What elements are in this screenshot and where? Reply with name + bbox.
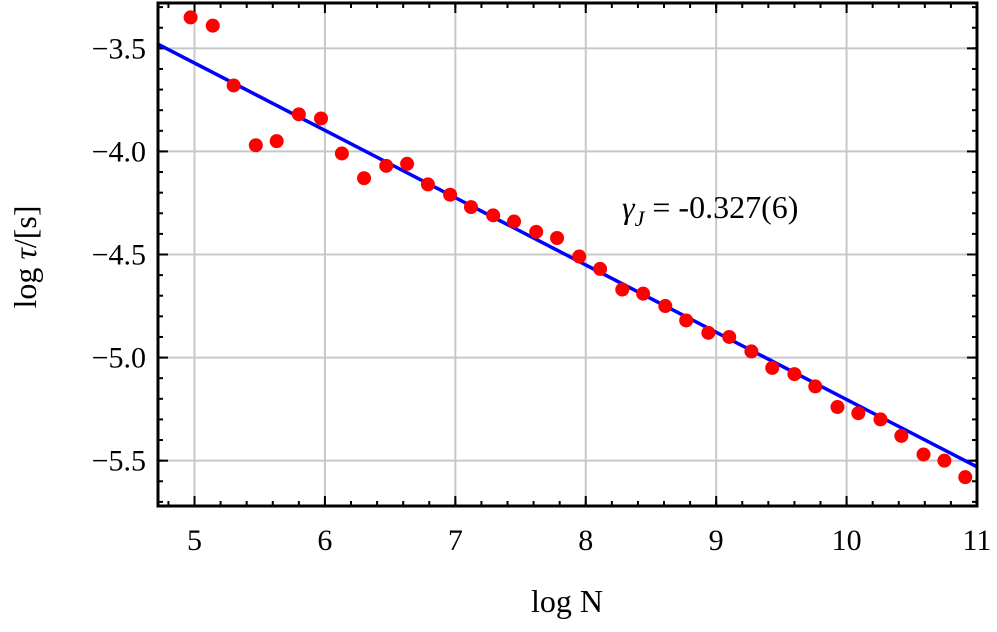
- data-point: [379, 158, 394, 173]
- data-point: [357, 171, 372, 186]
- data-point: [937, 453, 952, 468]
- data-point: [486, 208, 501, 223]
- data-point: [808, 379, 823, 394]
- data-point: [615, 282, 630, 297]
- data-point: [269, 134, 284, 149]
- y-tick-label: −3.5: [92, 32, 146, 65]
- data-point: [205, 18, 220, 33]
- data-point: [291, 107, 306, 122]
- data-point: [744, 344, 759, 359]
- y-axis-label-suffix: /[s]: [7, 206, 43, 249]
- plot-frame: [156, 1, 979, 508]
- data-point: [463, 200, 478, 215]
- data-point: [550, 231, 565, 246]
- data-point: [830, 400, 845, 415]
- data-point: [787, 367, 802, 382]
- data-point: [873, 412, 888, 427]
- y-tick-label: −4.5: [92, 239, 146, 272]
- data-point: [226, 78, 241, 93]
- x-tick-label: 6: [317, 524, 332, 557]
- data-point: [420, 177, 435, 192]
- data-point: [658, 299, 673, 314]
- annotation-value: = -0.327(6): [644, 189, 798, 225]
- data-point: [572, 249, 587, 264]
- data-point: [443, 187, 458, 202]
- fit-line: [157, 42, 978, 469]
- y-axis-label: log τ/[s]: [7, 206, 43, 309]
- annotation-symbol: γ: [622, 189, 636, 225]
- data-point: [248, 138, 263, 153]
- y-axis-label-symbol: τ: [7, 247, 43, 260]
- data-point: [593, 261, 608, 276]
- data-point: [636, 286, 651, 301]
- data-point: [851, 406, 866, 421]
- x-axis-label: log N: [531, 583, 603, 619]
- data-point: [958, 470, 973, 485]
- y-tick-label: −5.5: [92, 445, 146, 478]
- data-point: [400, 156, 415, 171]
- data-point: [701, 325, 716, 340]
- x-tick-label: 7: [448, 524, 463, 557]
- y-axis-label-prefix: log: [7, 260, 43, 309]
- x-tick-label: 10: [832, 524, 862, 557]
- tick-labels: 5 6 7 8 9 10 11 −3.5 −4.0 −4.5 −5.0 −5.5: [92, 32, 992, 557]
- x-tick-label: 5: [187, 524, 202, 557]
- annotation-subscript: J: [635, 206, 646, 231]
- data-point: [722, 329, 737, 344]
- data-point: [529, 224, 544, 239]
- x-tick-label: 8: [578, 524, 593, 557]
- data-point: [334, 146, 349, 161]
- x-tick-label: 11: [963, 524, 992, 557]
- data-point: [894, 428, 909, 443]
- data-point: [765, 360, 780, 375]
- x-tick-label: 9: [709, 524, 724, 557]
- data-points: [183, 10, 973, 485]
- data-point: [183, 10, 198, 25]
- y-tick-label: −4.0: [92, 135, 146, 168]
- data-point: [679, 313, 694, 328]
- data-point: [916, 447, 931, 462]
- fit-annotation: γJ = -0.327(6): [622, 189, 798, 231]
- data-point: [507, 214, 522, 229]
- data-point: [314, 111, 329, 126]
- y-tick-label: −5.0: [92, 342, 146, 375]
